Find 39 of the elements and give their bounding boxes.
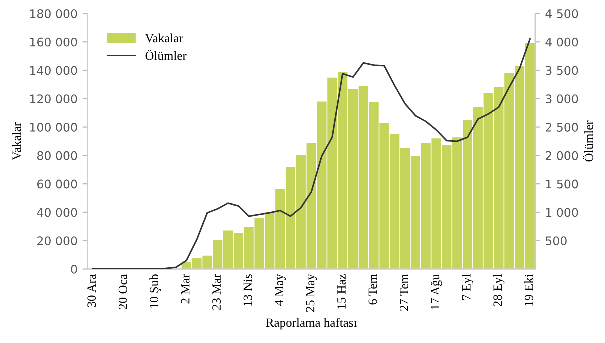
x-tick-label: 7 Eyl — [462, 274, 474, 300]
y2-tick-label: 2 000 — [546, 151, 578, 160]
x-tick-label: 28 Eyl — [493, 274, 505, 307]
x-tick-label: 6 Tem — [368, 274, 378, 305]
y-tick-label: 40 000 — [37, 208, 78, 218]
y2-tick-label: 4 500 — [546, 9, 578, 18]
legend-label: Ölümler — [146, 50, 187, 60]
y-axis-title: Vakalar — [12, 122, 22, 160]
y-tick-label: 0 — [71, 264, 78, 274]
y-tick-label: 180 000 — [30, 9, 78, 18]
x-axis-title: Raporlama haftası — [266, 318, 357, 330]
y-tick-label: 80 000 — [37, 151, 78, 160]
x-tick-label: 13 Nis — [244, 274, 252, 306]
y2-tick-label: 500 — [546, 236, 567, 246]
y2-tick-label: 3 500 — [546, 66, 578, 76]
y-tick-label: 120 000 — [30, 94, 78, 104]
y2-tick-label: 3 000 — [546, 94, 578, 104]
x-tick-label: 2 Mar — [181, 274, 190, 304]
x-tick-label: 15 Haz — [338, 274, 346, 309]
x-tick-label: 20 Oca — [118, 274, 128, 310]
legend-label: Vakalar — [145, 34, 184, 43]
x-tick-label: 30 Ara — [88, 274, 96, 308]
y-tick-label: 60 000 — [38, 180, 78, 189]
y-tick-label: 20 000 — [38, 236, 78, 246]
y-tick-label: 140 000 — [30, 66, 78, 76]
x-tick-label: 17 Ağu — [430, 274, 442, 310]
y-tick-label: 160 000 — [30, 38, 78, 47]
x-tick-label: 4 May — [275, 274, 286, 306]
y-tick-label: 100 000 — [30, 123, 78, 132]
y2-tick-label: 1 500 — [546, 180, 578, 189]
y2-tick-label: 2 500 — [546, 123, 578, 132]
x-tick-label: 10 Şub — [150, 274, 162, 308]
x-tick-label: 25 May — [306, 274, 318, 312]
x-tick-label: 27 Tem — [400, 274, 408, 312]
y2-axis-title: Ölümler — [583, 120, 594, 162]
x-tick-label: 23 Mar — [212, 274, 221, 310]
x-tick-label: 19 Eki — [524, 274, 534, 306]
y2-tick-label: 1 000 — [546, 208, 578, 218]
y2-tick-label: 4 000 — [546, 38, 578, 47]
